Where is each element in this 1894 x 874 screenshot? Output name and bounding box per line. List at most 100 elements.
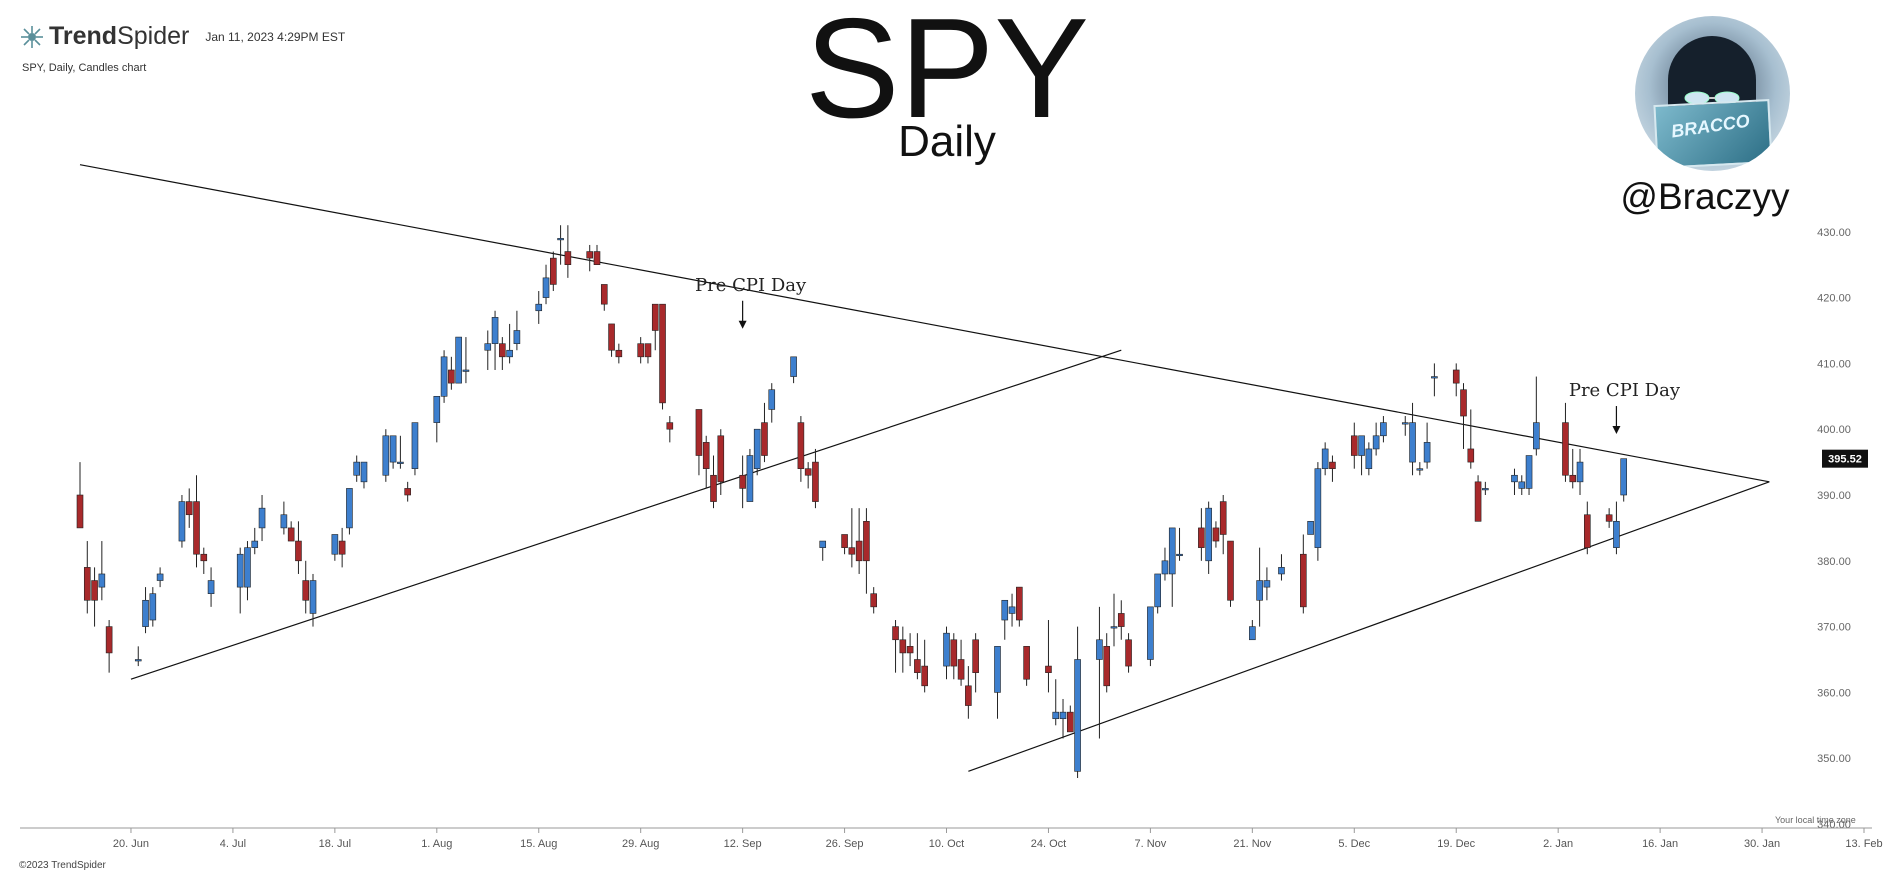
candle-body-down <box>637 343 644 358</box>
annotation-label: Pre CPI Day <box>695 275 807 296</box>
candle <box>236 547 244 614</box>
candle-body-down <box>83 567 91 601</box>
candle <box>200 547 208 574</box>
x-tick-label: 5. Dec <box>1338 838 1370 850</box>
x-tick-label: 26. Sep <box>826 838 864 850</box>
trendline-layer <box>79 164 1770 772</box>
candle-body-up <box>1263 580 1271 588</box>
candle-body-down <box>608 323 615 351</box>
candle-body-down <box>870 593 877 608</box>
candle <box>491 310 499 370</box>
candle-body-up <box>142 599 149 627</box>
candle-body-up <box>1161 560 1169 575</box>
candle <box>207 567 215 607</box>
x-tick-label: 20. Jun <box>113 838 149 850</box>
candle <box>1161 547 1169 581</box>
candle-body-down <box>739 474 746 489</box>
candle-body-down <box>848 547 856 555</box>
candle-body-down <box>193 501 200 555</box>
candle <box>1168 527 1176 607</box>
candle <box>83 541 91 614</box>
candle <box>600 284 608 311</box>
candle <box>914 633 921 680</box>
header: TrendSpider Jan 11, 2023 4:29PM EST <box>19 22 345 51</box>
x-tick-label: 4. Jul <box>220 838 246 850</box>
candle-body-down <box>1300 553 1307 608</box>
x-tick-label: 29. Aug <box>622 838 659 850</box>
candle-body-down <box>863 521 870 562</box>
candle <box>1365 442 1373 476</box>
candle <box>1431 363 1438 397</box>
chart-timestamp: Jan 11, 2023 4:29PM EST <box>205 29 346 44</box>
candle <box>666 416 674 443</box>
candle <box>950 633 958 680</box>
x-tick-label: 16. Jan <box>1642 838 1678 850</box>
x-tick-label: 18. Jul <box>319 838 351 850</box>
candle-body-up <box>1533 422 1540 450</box>
candle <box>1117 600 1125 640</box>
candle-body-up <box>1372 435 1380 450</box>
candle-body-down <box>892 626 899 641</box>
candle-body-down <box>600 284 608 305</box>
candle <box>899 626 907 673</box>
candle <box>1198 508 1205 561</box>
candle-body-down <box>1474 481 1482 522</box>
candle <box>921 639 928 693</box>
candle-body-up <box>1168 527 1176 575</box>
candle-body-up <box>360 461 368 483</box>
candle-body-down <box>957 659 965 680</box>
timezone-note: Your local time zone <box>1775 815 1856 825</box>
candle-body-down <box>972 639 979 673</box>
candle-body-up <box>1576 461 1584 483</box>
candle <box>1110 593 1118 647</box>
candle <box>287 521 295 542</box>
x-tick-label: 21. Nov <box>1233 838 1271 850</box>
candle-body-down <box>644 343 652 358</box>
y-tick-label: 410.00 <box>1817 358 1851 370</box>
candle <box>331 534 339 561</box>
candle-body-down <box>950 639 958 667</box>
trendspider-logo-icon <box>21 25 43 48</box>
candle-body-down <box>287 527 295 542</box>
y-tick-label: 390.00 <box>1817 490 1851 502</box>
candle <box>251 527 259 555</box>
candle-body-up <box>1401 422 1409 425</box>
candle <box>1023 646 1030 686</box>
candle-body-up <box>1074 659 1081 772</box>
brand-name: TrendSpider <box>49 22 190 50</box>
candle-body-up <box>309 580 317 614</box>
candle <box>440 350 448 403</box>
candle-body-up <box>1511 474 1518 483</box>
y-axis: 340.00350.00360.00370.00380.00390.00400.… <box>1817 227 1851 831</box>
candle-body-up <box>1358 435 1365 456</box>
candle-body-down <box>593 251 601 265</box>
candle-body-down <box>899 639 907 654</box>
candle <box>615 343 623 364</box>
candle-body-up <box>1314 468 1322 548</box>
candle-body-down <box>185 501 193 516</box>
candle <box>1525 455 1533 495</box>
candle <box>513 310 521 351</box>
candle <box>1176 527 1183 561</box>
x-tick-label: 7. Nov <box>1135 838 1167 850</box>
annotation-arrow-head <box>738 320 747 329</box>
candle-body-down <box>717 435 725 483</box>
candle <box>848 508 856 568</box>
candle <box>1358 435 1365 476</box>
candle-body-up <box>484 343 492 351</box>
candle-body-down <box>1467 448 1475 463</box>
candle-body-down <box>1227 540 1234 601</box>
candle-body-up <box>1278 567 1285 575</box>
candle-body-down <box>1016 586 1023 621</box>
candle-body-down <box>550 257 557 285</box>
candle-body-up <box>411 422 419 469</box>
candle-body-down <box>666 422 674 430</box>
candle <box>389 435 397 469</box>
candle <box>1103 633 1111 693</box>
candle-body-down <box>404 488 411 496</box>
candle-body-down <box>200 553 208 562</box>
candle-body-down <box>921 665 928 687</box>
candle-body-down <box>965 685 972 706</box>
candle <box>797 416 805 482</box>
candle-body-up <box>557 238 564 241</box>
